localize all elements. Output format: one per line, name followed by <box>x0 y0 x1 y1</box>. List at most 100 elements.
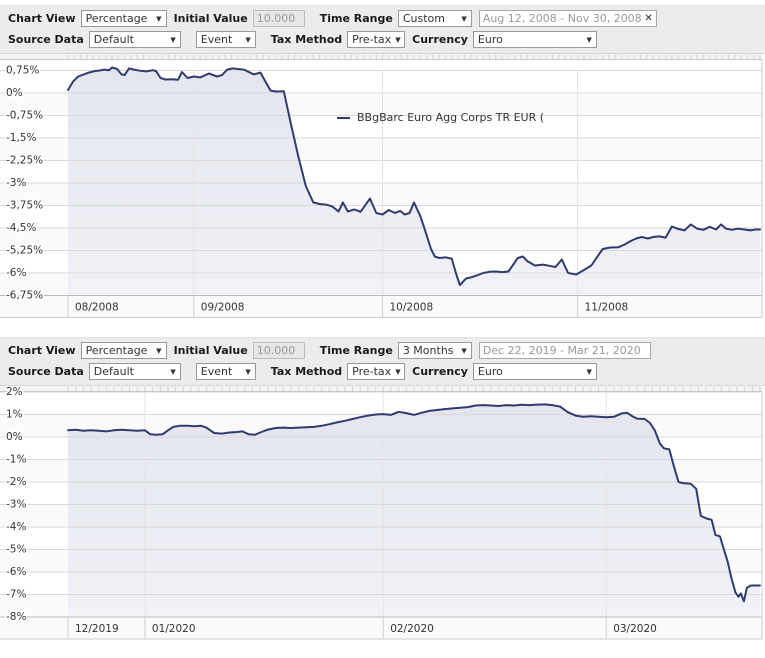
chart-view-value: Percentage <box>85 344 148 357</box>
y-axis-label: 2% <box>6 386 23 398</box>
currency-select[interactable]: Euro ▼ <box>472 31 597 48</box>
top-tick-strip <box>0 54 762 60</box>
toolbar-2-row-2: Source Data Default ▼ Event ▼ Tax Method… <box>8 361 765 382</box>
toolbar-2-row-1: Chart View Percentage ▼ Initial Value 10… <box>8 340 765 361</box>
date-range-input[interactable]: Dec 22, 2019 - Mar 21, 2020 <box>478 342 651 359</box>
date-range-input[interactable]: Aug 12, 2008 - Nov 30, 2008 ✕ <box>478 10 657 27</box>
chevron-down-icon: ▼ <box>586 35 592 44</box>
y-axis-label: -1,5% <box>6 132 36 144</box>
currency-label: Currency <box>412 365 468 378</box>
legend-series-label: BBgBarc Euro Agg Corps TR EUR ( <box>357 111 545 124</box>
event-value: Event <box>200 365 233 378</box>
initial-value-label: Initial Value <box>173 12 248 25</box>
x-axis-label: 11/2008 <box>585 302 629 314</box>
chevron-down-icon: ▼ <box>586 367 592 376</box>
chart-view-select[interactable]: Percentage ▼ <box>80 10 167 27</box>
time-range-select[interactable]: Custom ▼ <box>397 10 472 27</box>
clear-date-icon[interactable]: ✕ <box>644 13 653 24</box>
y-axis-label: 0% <box>6 431 23 443</box>
x-axis: 08/2008 09/2008 10/2008 11/2008 <box>0 295 762 318</box>
chart-view-select[interactable]: Percentage ▼ <box>80 342 167 359</box>
x-axis: 12/2019 01/2020 02/2020 03/2020 <box>0 616 762 640</box>
toolbar-1-row-2: Source Data Default ▼ Event ▼ Tax Method… <box>8 29 765 50</box>
chart-panel-2: Chart View Percentage ▼ Initial Value 10… <box>0 337 765 658</box>
currency-value: Euro <box>477 33 503 46</box>
event-select[interactable]: Event ▼ <box>195 363 256 380</box>
chart-panel-1: Chart View Percentage ▼ Initial Value 10… <box>0 5 765 321</box>
initial-value-input[interactable]: 10.000 <box>252 10 305 27</box>
x-axis-label: 12/2019 <box>75 623 119 635</box>
chart-area-2: 12/2019 01/2020 02/2020 03/2020 2% 1% 0% -1% -2%… <box>0 385 765 658</box>
series-line <box>67 403 761 603</box>
y-axis-label: -2,25% <box>6 155 43 167</box>
chart-view-value: Percentage <box>85 12 148 25</box>
source-data-label: Source Data <box>8 33 84 46</box>
y-axis-label: -8% <box>6 611 26 623</box>
currency-label: Currency <box>412 33 468 46</box>
toolbar-2: Chart View Percentage ▼ Initial Value 10… <box>0 337 765 386</box>
source-data-label: Source Data <box>8 365 84 378</box>
chevron-down-icon: ▼ <box>395 35 401 44</box>
tax-method-value: Pre-tax <box>352 33 392 46</box>
series-line <box>67 66 761 286</box>
y-axis-label: 0% <box>6 87 23 99</box>
y-axis-labels: 0,75% 0% -0,75% -1,5% -2,25% -3% -3,75% -4,5% -5… <box>5 63 45 303</box>
tax-method-select[interactable]: Pre-tax ▼ <box>347 31 406 48</box>
x-axis-label: 03/2020 <box>613 623 657 635</box>
chevron-down-icon: ▼ <box>461 14 467 23</box>
source-data-value: Default <box>93 33 134 46</box>
tax-method-select[interactable]: Pre-tax ▼ <box>347 363 406 380</box>
time-range-label: Time Range <box>319 12 393 25</box>
y-axis-label: -6% <box>6 267 26 279</box>
date-range-value: Dec 22, 2019 - Mar 21, 2020 <box>482 344 641 357</box>
y-axis-labels: 2% 1% 0% -1% -2% -3% -4% -5% -6% -7% -8% <box>5 385 28 625</box>
time-range-select[interactable]: 3 Months ▼ <box>397 342 472 359</box>
chevron-down-icon: ▼ <box>461 346 467 355</box>
y-axis-label: -7% <box>6 589 26 601</box>
x-axis-label: 02/2020 <box>390 623 434 635</box>
y-axis-label: -3% <box>6 177 26 189</box>
top-spacer <box>0 0 765 5</box>
chart-view-label: Chart View <box>8 12 76 25</box>
initial-value-label: Initial Value <box>173 344 248 357</box>
chevron-down-icon: ▼ <box>245 367 251 376</box>
grid <box>0 70 762 296</box>
y-axis-label: -4,5% <box>6 222 36 234</box>
toolbar-1-row-1: Chart View Percentage ▼ Initial Value 10… <box>8 8 765 29</box>
performance-chart-2008[interactable]: 08/2008 09/2008 10/2008 11/2008 0,75% 0% -0,75… <box>0 54 765 321</box>
chevron-down-icon: ▼ <box>170 367 176 376</box>
chevron-down-icon: ▼ <box>395 367 401 376</box>
y-axis-label: -6,75% <box>6 290 43 302</box>
y-axis-label: -3% <box>6 499 26 511</box>
tax-method-value: Pre-tax <box>352 365 392 378</box>
chevron-down-icon: ▼ <box>170 35 176 44</box>
date-range-value: Aug 12, 2008 - Nov 30, 2008 <box>482 12 642 25</box>
y-axis-label: -0,75% <box>6 110 43 122</box>
currency-select[interactable]: Euro ▼ <box>472 363 597 380</box>
time-range-value: 3 Months <box>402 344 454 357</box>
chart-view-label: Chart View <box>8 344 76 357</box>
y-axis-label: -3,75% <box>6 200 43 212</box>
y-axis-label: -5,25% <box>6 245 43 257</box>
chevron-down-icon: ▼ <box>156 346 162 355</box>
chevron-down-icon: ▼ <box>156 14 162 23</box>
x-axis-label: 08/2008 <box>75 302 119 314</box>
series-area <box>68 67 760 296</box>
source-data-select[interactable]: Default ▼ <box>88 363 181 380</box>
legend-line-marker <box>337 116 350 119</box>
chart-legend: BBgBarc Euro Agg Corps TR EUR ( <box>337 111 544 124</box>
initial-value-input[interactable]: 10.000 <box>252 342 305 359</box>
time-range-label: Time Range <box>319 344 393 357</box>
source-data-select[interactable]: Default ▼ <box>88 31 181 48</box>
y-axis-label: -4% <box>6 521 26 533</box>
currency-value: Euro <box>477 365 503 378</box>
top-tick-strip <box>0 386 762 392</box>
time-range-value: Custom <box>402 12 445 25</box>
toolbar-1: Chart View Percentage ▼ Initial Value 10… <box>0 5 765 54</box>
performance-chart-2020[interactable]: 12/2019 01/2020 02/2020 03/2020 2% 1% 0% -1% -2%… <box>0 385 765 658</box>
tax-method-label: Tax Method <box>270 33 343 46</box>
y-axis-label: 1% <box>6 409 23 421</box>
y-axis-label: -6% <box>6 566 26 578</box>
event-select[interactable]: Event ▼ <box>195 31 256 48</box>
event-value: Event <box>200 33 233 46</box>
